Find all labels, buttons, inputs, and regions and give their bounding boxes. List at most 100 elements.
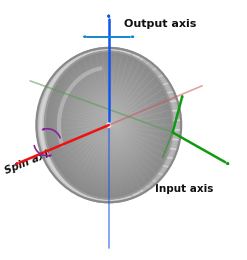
- Ellipse shape: [45, 52, 172, 198]
- Ellipse shape: [50, 57, 168, 193]
- Ellipse shape: [91, 104, 127, 146]
- Ellipse shape: [68, 78, 150, 172]
- Ellipse shape: [47, 54, 170, 196]
- Ellipse shape: [50, 57, 167, 193]
- Ellipse shape: [85, 98, 132, 152]
- Ellipse shape: [96, 110, 122, 140]
- Ellipse shape: [68, 79, 149, 172]
- Ellipse shape: [46, 53, 172, 198]
- Ellipse shape: [58, 67, 159, 183]
- Ellipse shape: [55, 63, 163, 187]
- Ellipse shape: [73, 83, 145, 167]
- Ellipse shape: [55, 62, 163, 188]
- Ellipse shape: [93, 107, 124, 143]
- Ellipse shape: [56, 64, 162, 186]
- Ellipse shape: [85, 98, 133, 153]
- Ellipse shape: [69, 79, 149, 171]
- Ellipse shape: [92, 106, 126, 145]
- Ellipse shape: [80, 92, 138, 158]
- Ellipse shape: [71, 81, 146, 169]
- Ellipse shape: [57, 65, 161, 185]
- Ellipse shape: [75, 86, 142, 164]
- Ellipse shape: [62, 70, 156, 180]
- Ellipse shape: [77, 88, 141, 162]
- Ellipse shape: [57, 66, 160, 185]
- Ellipse shape: [53, 61, 164, 189]
- Ellipse shape: [107, 123, 110, 127]
- Ellipse shape: [81, 93, 136, 157]
- Ellipse shape: [100, 115, 118, 135]
- Ellipse shape: [59, 68, 158, 182]
- Ellipse shape: [54, 62, 164, 188]
- Ellipse shape: [74, 84, 144, 166]
- Ellipse shape: [103, 119, 114, 131]
- Ellipse shape: [108, 124, 110, 126]
- Ellipse shape: [62, 72, 155, 179]
- Ellipse shape: [73, 84, 144, 166]
- Ellipse shape: [49, 56, 168, 194]
- Ellipse shape: [99, 113, 119, 137]
- Ellipse shape: [95, 110, 122, 140]
- Ellipse shape: [107, 123, 111, 128]
- Ellipse shape: [62, 71, 156, 179]
- Ellipse shape: [51, 59, 166, 191]
- Ellipse shape: [87, 100, 131, 150]
- Ellipse shape: [86, 99, 132, 152]
- Ellipse shape: [97, 111, 121, 139]
- Ellipse shape: [63, 72, 155, 178]
- Ellipse shape: [102, 117, 116, 133]
- Ellipse shape: [86, 99, 131, 151]
- Ellipse shape: [48, 55, 170, 196]
- Ellipse shape: [79, 90, 139, 160]
- Ellipse shape: [72, 83, 145, 167]
- Ellipse shape: [58, 66, 160, 184]
- Ellipse shape: [88, 102, 129, 148]
- Ellipse shape: [94, 108, 123, 142]
- Ellipse shape: [56, 64, 162, 186]
- Ellipse shape: [91, 105, 126, 145]
- Ellipse shape: [45, 51, 173, 199]
- Ellipse shape: [83, 96, 134, 154]
- Ellipse shape: [53, 61, 165, 190]
- Ellipse shape: [106, 122, 111, 128]
- Ellipse shape: [83, 95, 135, 155]
- Ellipse shape: [90, 103, 127, 147]
- Ellipse shape: [95, 109, 123, 141]
- Ellipse shape: [84, 96, 134, 154]
- Ellipse shape: [78, 89, 140, 161]
- Ellipse shape: [107, 123, 111, 127]
- Ellipse shape: [60, 69, 158, 181]
- Ellipse shape: [103, 118, 115, 132]
- Text: Output axis: Output axis: [124, 20, 196, 29]
- Ellipse shape: [66, 76, 151, 174]
- Ellipse shape: [92, 106, 125, 144]
- Ellipse shape: [65, 74, 153, 176]
- Ellipse shape: [94, 108, 124, 142]
- Text: Spin axis: Spin axis: [3, 147, 56, 177]
- Ellipse shape: [82, 94, 135, 156]
- Ellipse shape: [99, 114, 118, 136]
- Ellipse shape: [80, 91, 138, 159]
- Ellipse shape: [60, 69, 157, 181]
- Ellipse shape: [87, 101, 130, 150]
- Ellipse shape: [69, 80, 148, 171]
- Ellipse shape: [63, 73, 154, 177]
- Ellipse shape: [89, 102, 128, 148]
- Ellipse shape: [72, 82, 146, 168]
- Ellipse shape: [79, 91, 139, 159]
- Ellipse shape: [98, 112, 120, 138]
- Ellipse shape: [76, 88, 141, 162]
- Ellipse shape: [74, 85, 143, 165]
- Ellipse shape: [98, 113, 119, 137]
- Ellipse shape: [84, 97, 133, 153]
- Ellipse shape: [48, 55, 169, 195]
- Ellipse shape: [52, 60, 165, 190]
- Ellipse shape: [52, 59, 166, 191]
- Ellipse shape: [88, 101, 129, 149]
- Ellipse shape: [66, 75, 152, 175]
- Ellipse shape: [90, 103, 128, 147]
- Ellipse shape: [105, 121, 112, 129]
- Ellipse shape: [100, 115, 117, 135]
- Ellipse shape: [67, 77, 150, 173]
- Ellipse shape: [67, 77, 151, 174]
